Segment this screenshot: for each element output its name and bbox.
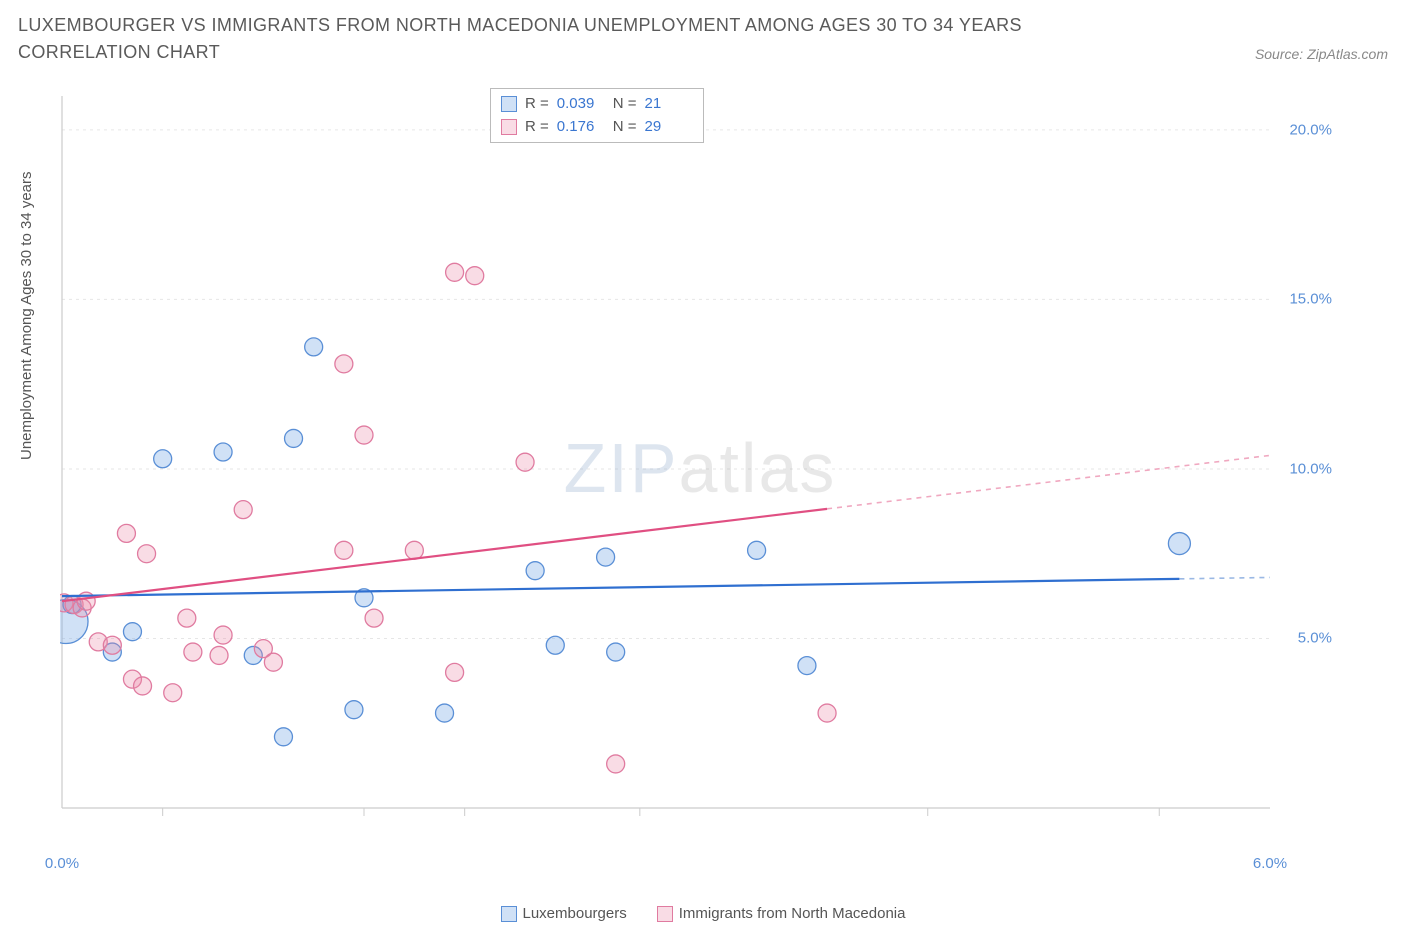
chart-title: LUXEMBOURGER VS IMMIGRANTS FROM NORTH MA… <box>18 12 1118 66</box>
data-point <box>446 663 464 681</box>
source-attribution: Source: ZipAtlas.com <box>1255 46 1388 62</box>
data-point <box>1168 533 1190 555</box>
x-tick-label: 0.0% <box>45 855 79 872</box>
trend-line-extrapolated <box>827 455 1270 508</box>
data-point <box>214 626 232 644</box>
data-point <box>117 524 135 542</box>
data-point <box>526 562 544 580</box>
data-point <box>214 443 232 461</box>
y-tick-label: 5.0% <box>1298 630 1332 647</box>
data-point <box>607 755 625 773</box>
data-point <box>597 548 615 566</box>
data-point <box>335 541 353 559</box>
data-point <box>607 643 625 661</box>
data-point <box>234 501 252 519</box>
legend-item: Luxembourgers <box>501 905 627 922</box>
r-value: 0.039 <box>557 93 605 116</box>
data-point <box>164 684 182 702</box>
data-point <box>210 646 228 664</box>
data-point <box>365 609 383 627</box>
data-point <box>184 643 202 661</box>
y-axis-label: Unemployment Among Ages 30 to 34 years <box>18 171 35 460</box>
data-point <box>123 623 141 641</box>
stat-label: R = <box>525 93 549 116</box>
data-point <box>345 701 363 719</box>
x-tick-label: 6.0% <box>1253 855 1287 872</box>
data-point <box>264 653 282 671</box>
n-value: 29 <box>645 116 693 139</box>
data-point <box>748 541 766 559</box>
data-point <box>436 704 454 722</box>
stat-label: R = <box>525 116 549 139</box>
data-point <box>335 355 353 373</box>
data-point <box>355 426 373 444</box>
data-point <box>466 267 484 285</box>
stat-label: N = <box>613 116 637 139</box>
r-value: 0.176 <box>557 116 605 139</box>
stats-row: R = 0.176 N = 29 <box>501 116 693 139</box>
data-point <box>285 429 303 447</box>
legend-swatch <box>657 906 673 922</box>
y-tick-label: 20.0% <box>1289 121 1332 138</box>
y-tick-label: 10.0% <box>1289 460 1332 477</box>
data-point <box>405 541 423 559</box>
data-point <box>134 677 152 695</box>
chart-area: R =0.039N =21R =0.176N =29 ZIPatlas 5.0%… <box>60 88 1340 848</box>
legend-swatch <box>501 906 517 922</box>
legend-swatch <box>501 119 517 135</box>
legend-label: Luxembourgers <box>523 905 627 922</box>
data-point <box>274 728 292 746</box>
data-point <box>178 609 196 627</box>
legend-swatch <box>501 96 517 112</box>
n-value: 21 <box>645 93 693 116</box>
data-point <box>516 453 534 471</box>
data-point <box>138 545 156 563</box>
data-point <box>305 338 323 356</box>
trend-line <box>62 509 827 601</box>
data-point <box>446 263 464 281</box>
stat-label: N = <box>613 93 637 116</box>
stats-row: R = 0.039 N = 21 <box>501 93 693 116</box>
data-point <box>103 636 121 654</box>
data-point <box>798 657 816 675</box>
scatter-plot <box>60 88 1340 848</box>
trend-line-extrapolated <box>1179 577 1270 578</box>
data-point <box>546 636 564 654</box>
data-point <box>154 450 172 468</box>
y-tick-label: 15.0% <box>1289 291 1332 308</box>
legend-label: Immigrants from North Macedonia <box>679 905 906 922</box>
series-legend: Luxembourgers Immigrants from North Maced… <box>0 905 1406 922</box>
legend-item: Immigrants from North Macedonia <box>657 905 906 922</box>
stats-legend: R = 0.039 N = 21 R = 0.176 N = 29 <box>490 88 704 143</box>
data-point <box>818 704 836 722</box>
